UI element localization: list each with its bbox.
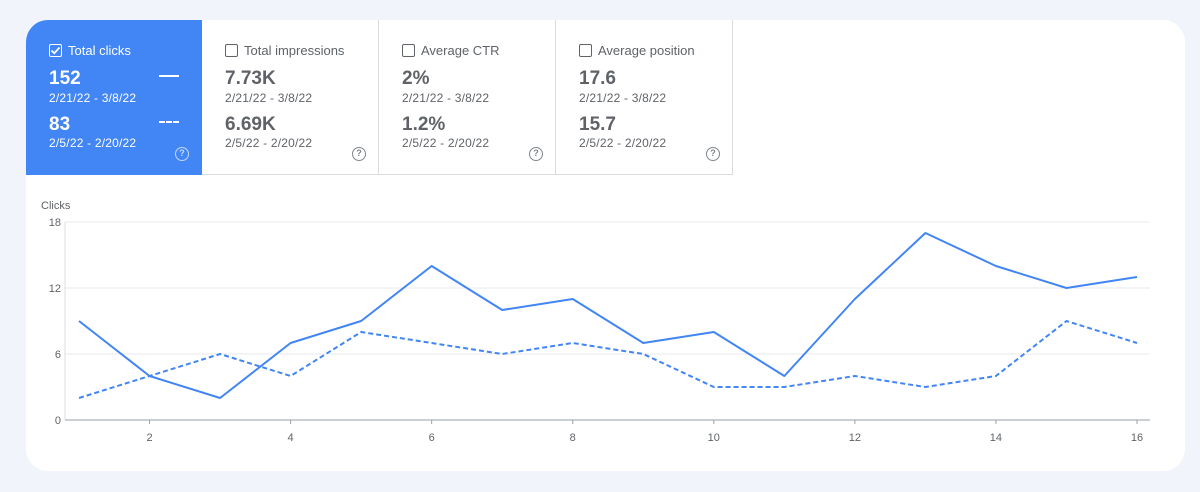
y-axis-label: Clicks: [41, 200, 71, 212]
metric-total-impressions[interactable]: Total impressions 7.73K 2/21/22 - 3/8/22…: [202, 20, 379, 175]
performance-card: Total clicks 152 2/21/22 - 3/8/22 83 2/5…: [26, 20, 1185, 471]
metric-label: Average CTR: [421, 43, 500, 58]
metric-header: Average CTR: [402, 43, 500, 58]
checkbox-checked-icon[interactable]: [49, 44, 62, 57]
help-icon[interactable]: ?: [706, 147, 720, 161]
help-icon[interactable]: ?: [175, 147, 189, 161]
checkbox-icon[interactable]: [402, 44, 415, 57]
metric-previous-value: 83: [49, 114, 71, 135]
x-tick-label: 12: [849, 432, 861, 444]
help-icon[interactable]: ?: [352, 147, 366, 161]
metric-previous-range: 2/5/22 - 2/20/22: [402, 136, 490, 150]
y-tick-label: 6: [55, 349, 61, 361]
x-tick-label: 14: [990, 432, 1002, 444]
metric-label: Total clicks: [68, 43, 131, 58]
metric-previous-range: 2/5/22 - 2/20/22: [49, 136, 137, 150]
previous-period-line: [78, 320, 1138, 399]
metric-previous-value: 6.69K: [225, 114, 276, 135]
metric-previous-value: 1.2%: [402, 114, 446, 135]
metric-label: Average position: [598, 43, 695, 58]
x-tick-label: 2: [146, 432, 152, 444]
y-tick-label: 12: [49, 283, 61, 295]
y-tick-label: 0: [55, 415, 61, 427]
solid-line-legend-icon: [159, 75, 179, 77]
dashed-line-legend-icon: [159, 121, 179, 123]
x-tick-label: 4: [288, 432, 294, 444]
metric-previous-value: 15.7: [579, 114, 616, 135]
metric-previous-range: 2/5/22 - 2/20/22: [579, 136, 667, 150]
metric-current-range: 2/21/22 - 3/8/22: [225, 91, 313, 105]
metric-header: Total impressions: [225, 43, 344, 58]
metric-current-value: 7.73K: [225, 68, 276, 89]
metric-tabs: Total clicks 152 2/21/22 - 3/8/22 83 2/5…: [26, 20, 733, 175]
metric-current-range: 2/21/22 - 3/8/22: [49, 91, 137, 105]
x-tick-label: 6: [429, 432, 435, 444]
metric-label: Total impressions: [244, 43, 345, 58]
x-tick-label: 10: [708, 432, 720, 444]
x-tick-label: 8: [570, 432, 576, 444]
checkbox-icon[interactable]: [579, 44, 592, 57]
metric-average-ctr[interactable]: Average CTR 2% 2/21/22 - 3/8/22 1.2% 2/5…: [379, 20, 556, 175]
metric-previous-range: 2/5/22 - 2/20/22: [225, 136, 313, 150]
metric-average-position[interactable]: Average position 17.6 2/21/22 - 3/8/22 1…: [556, 20, 733, 175]
metric-header: Total clicks: [49, 43, 131, 58]
metric-current-value: 17.6: [579, 68, 616, 89]
chart-grid: [64, 221, 1150, 421]
metric-current-value: 152: [49, 68, 81, 89]
y-tick-label: 18: [49, 217, 61, 229]
metric-current-range: 2/21/22 - 3/8/22: [402, 91, 490, 105]
metric-current-value: 2%: [402, 68, 430, 89]
checkbox-icon[interactable]: [225, 44, 238, 57]
current-period-line: [78, 232, 1138, 399]
chart-series: [78, 232, 1138, 399]
metric-total-clicks[interactable]: Total clicks 152 2/21/22 - 3/8/22 83 2/5…: [26, 20, 202, 175]
x-tick-label: 16: [1131, 432, 1143, 444]
metric-header: Average position: [579, 43, 695, 58]
metric-current-range: 2/21/22 - 3/8/22: [579, 91, 667, 105]
help-icon[interactable]: ?: [529, 147, 543, 161]
